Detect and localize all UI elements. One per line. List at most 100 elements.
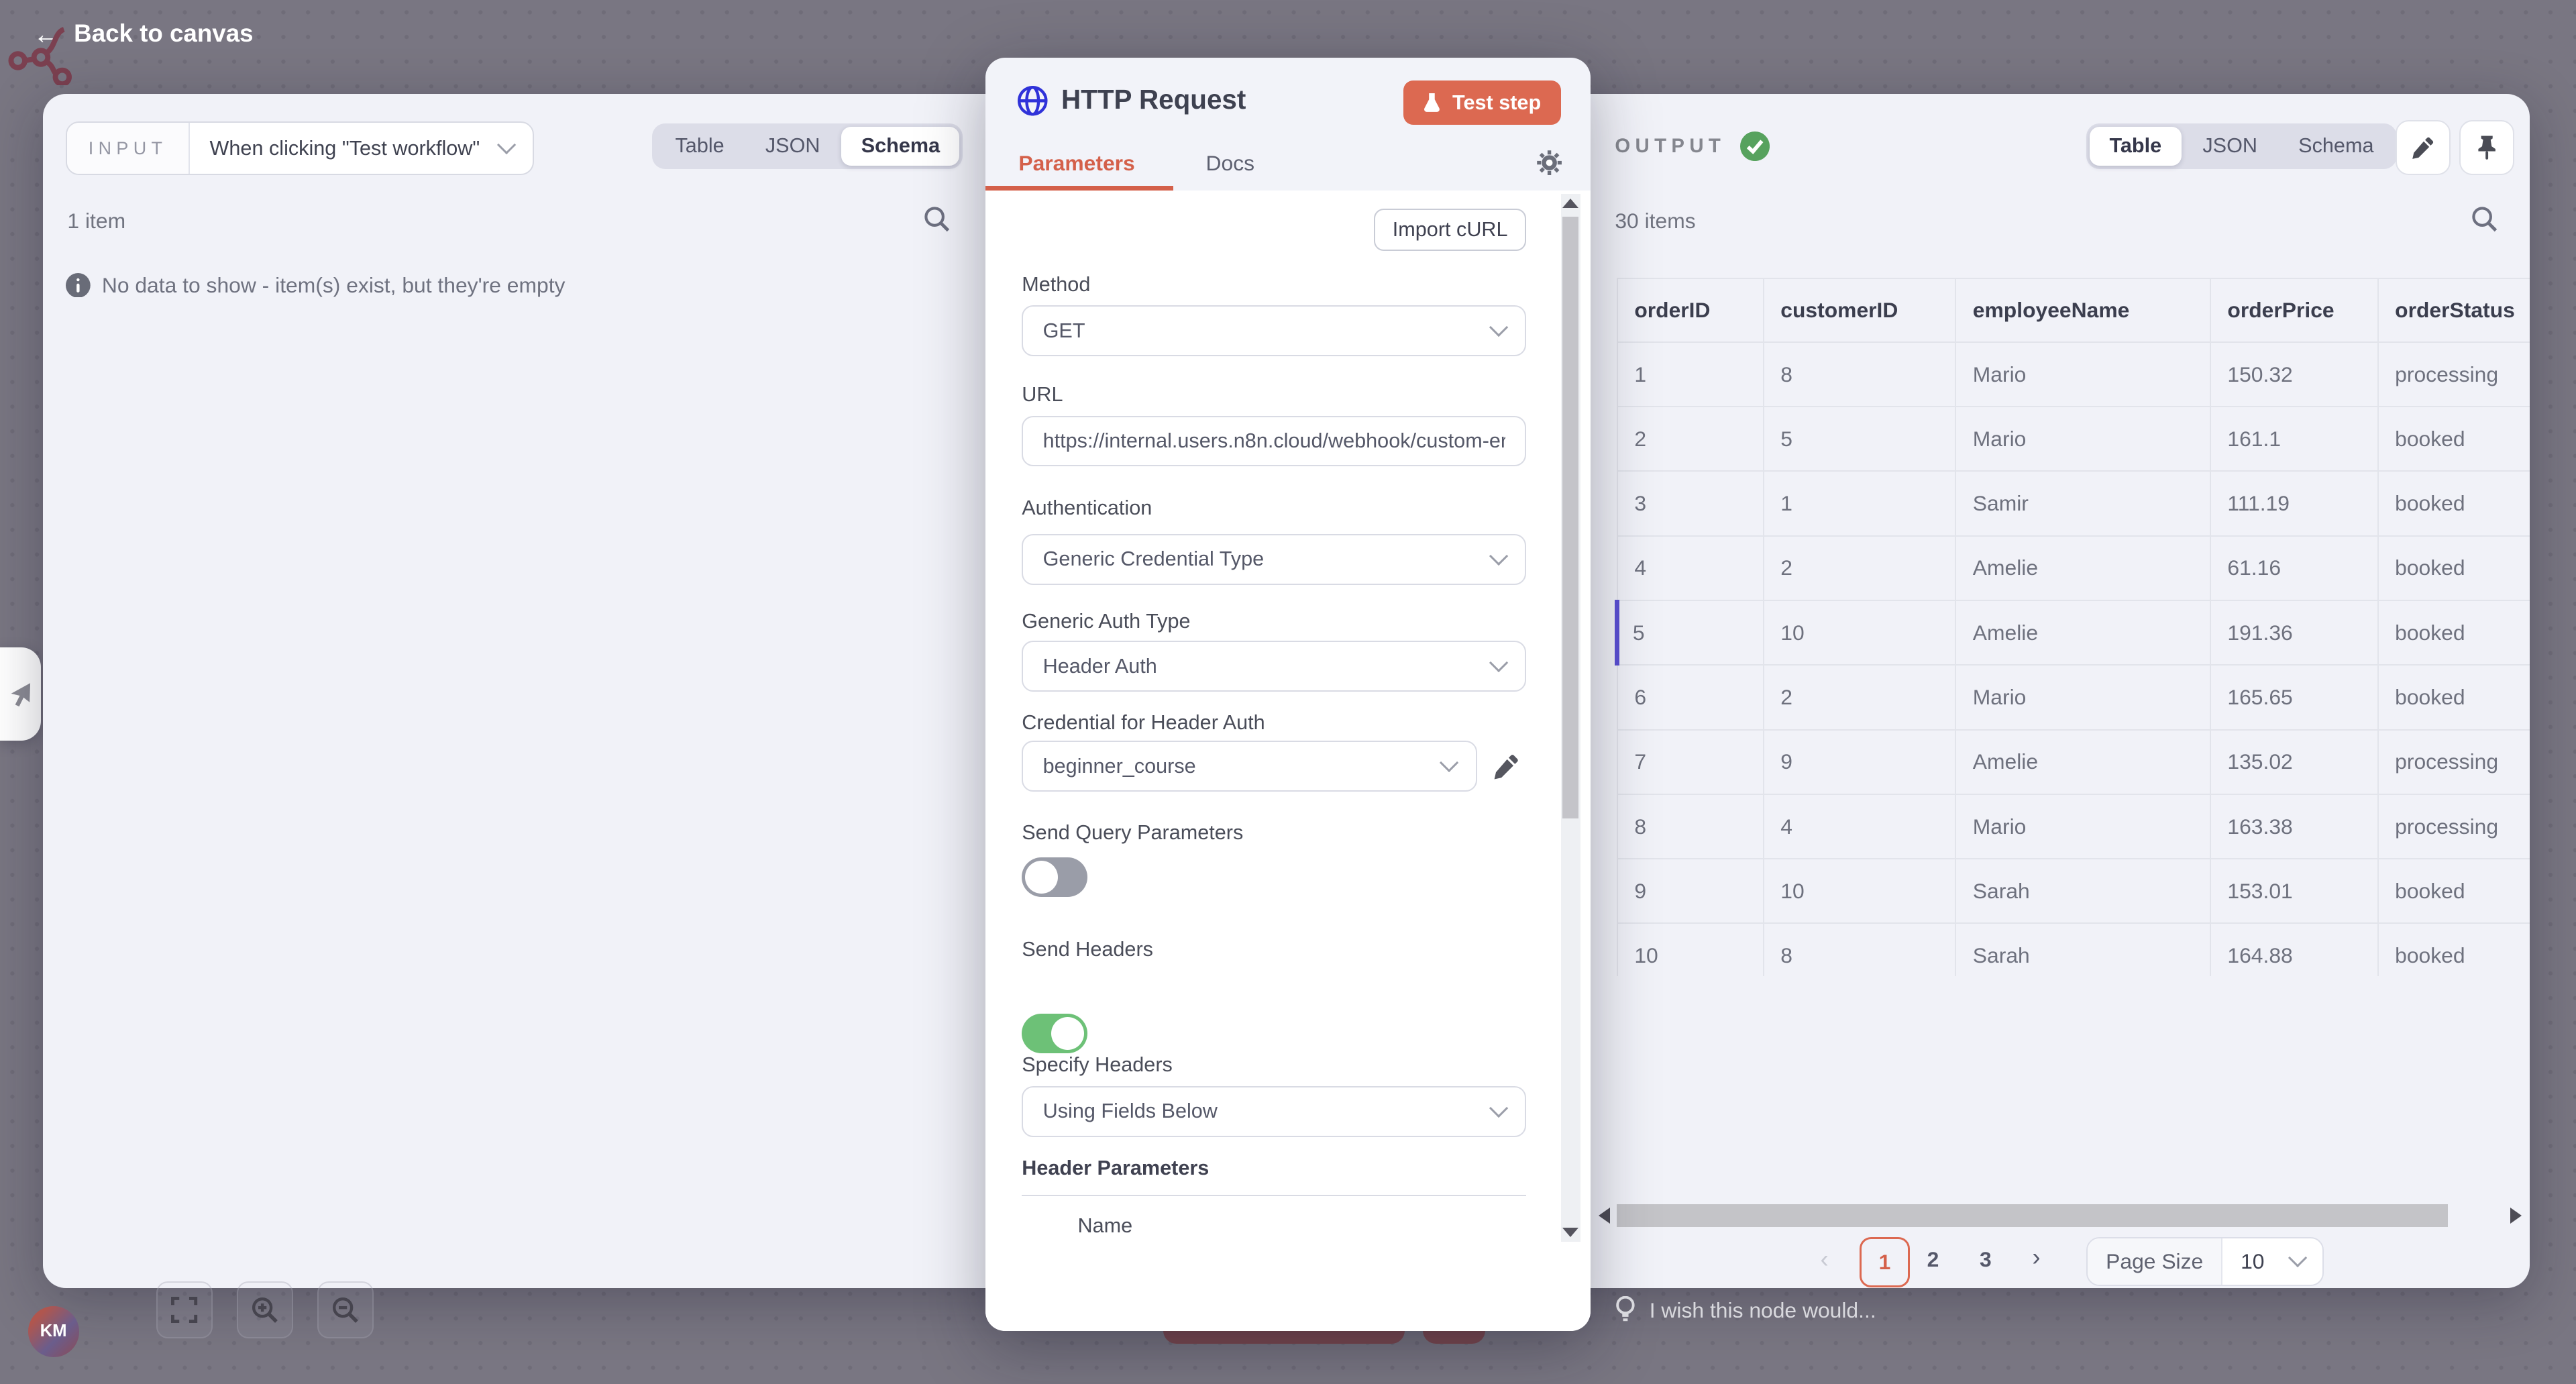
page-size-label: Page Size [2088,1238,2223,1285]
table-cell: 2 [1616,406,1764,472]
fit-view-button[interactable] [156,1281,213,1339]
output-tab-schema[interactable]: Schema [2298,134,2374,158]
generic-auth-type-select[interactable]: Header Auth [1022,641,1527,692]
active-tab-underline [985,185,1173,191]
table-cell: 6 [1616,664,1764,731]
cursor-tool-tab[interactable] [0,647,42,741]
method-select[interactable]: GET [1022,305,1527,357]
edit-credential-pencil-icon[interactable] [1492,753,1520,781]
table-cell: 8 [1762,922,1957,976]
horizontal-scrollbar-thumb[interactable] [1616,1204,2448,1228]
table-cell: processing [2377,793,2530,860]
test-step-button[interactable]: Test step [1403,80,1561,125]
zoom-in-icon [252,1297,278,1323]
pagination-next-button[interactable]: › [2032,1243,2041,1271]
table-row[interactable]: 4 2 Amelie 61.16 booked [1616,535,2530,602]
table-row[interactable]: 10 8 Sarah 164.88 booked [1616,922,2530,976]
table-cell: Mario [1955,406,2211,472]
output-items-count: 30 items [1615,209,1696,233]
chevron-down-icon [1489,546,1508,566]
table-cell: 4 [1762,793,1957,860]
input-items-count: 1 item [67,209,126,233]
vertical-scrollbar[interactable] [1560,193,1580,1242]
pin-data-button[interactable] [2459,119,2515,176]
authentication-select[interactable]: Generic Credential Type [1022,533,1527,585]
table-column-header[interactable]: customerID [1762,277,1957,343]
scroll-down-arrow[interactable] [1562,1228,1578,1237]
specify-headers-select[interactable]: Using Fields Below [1022,1085,1527,1137]
node-feedback-text: I wish this node would... [1649,1297,1876,1322]
table-column-header[interactable]: orderStatus [2377,277,2530,343]
page-size-select[interactable]: 10 [2222,1248,2322,1274]
zoom-out-button[interactable] [317,1281,374,1339]
pagination-page-1[interactable]: 1 [1860,1237,1910,1287]
table-column-header[interactable]: orderID [1616,277,1764,343]
table-cell: 165.65 [2209,664,2379,731]
page-size-control[interactable]: Page Size 10 [2086,1237,2324,1286]
table-row[interactable]: 1 8 Mario 150.32 processing [1616,341,2530,408]
table-cell: 135.02 [2209,729,2379,795]
avatar[interactable]: KM [28,1306,79,1357]
input-empty-state: No data to show - item(s) exist, but the… [65,273,565,298]
table-row[interactable]: 5 10 Amelie 191.36 booked [1615,600,2530,666]
globe-icon [1017,86,1048,116]
table-cell: booked [2377,470,2530,537]
table-cell: 2 [1762,535,1957,602]
table-column-header[interactable]: orderPrice [2209,277,2379,343]
table-cell: booked [2377,406,2530,472]
vertical-scrollbar-thumb[interactable] [1562,217,1579,818]
output-table-container: orderID customerID employeeName orderPrice o… [1615,277,2530,976]
input-tab-json[interactable]: JSON [765,134,820,158]
output-search-icon[interactable] [2471,205,2499,233]
scroll-up-arrow[interactable] [1562,199,1578,209]
generic-auth-type-label: Generic Auth Type [1022,609,1191,633]
gear-icon[interactable] [1536,150,1562,176]
table-row[interactable]: 6 2 Mario 165.65 booked [1616,664,2530,731]
pagination-page-3[interactable]: 3 [1980,1246,1992,1271]
send-query-parameters-toggle[interactable] [1022,857,1088,898]
input-tab-table[interactable]: Table [675,134,724,158]
url-input[interactable]: https://internal.users.n8n.cloud/webhook… [1022,415,1527,467]
hscroll-right-arrow[interactable] [2510,1207,2522,1224]
tab-parameters[interactable]: Parameters [1018,151,1135,176]
table-cell: Mario [1955,664,2211,731]
table-cell: booked [2377,922,2530,976]
table-row[interactable]: 7 9 Amelie 135.02 processing [1616,729,2530,795]
output-panel-label: OUTPUT [1615,134,1726,157]
import-curl-button[interactable]: Import cURL [1374,209,1527,251]
edit-output-button[interactable] [2395,119,2451,176]
node-feedback-link[interactable]: I wish this node would... [1615,1296,1876,1324]
tab-docs[interactable]: Docs [1205,151,1255,176]
lightbulb-icon [1616,1296,1635,1322]
chevron-down-icon [2288,1248,2307,1268]
chevron-down-icon [1489,318,1508,337]
http-request-node-panel: HTTP Request Test step Parameters Docs [985,57,1591,1331]
table-row[interactable]: 9 10 Sarah 153.01 booked [1616,858,2530,924]
table-cell: 191.36 [2209,600,2379,666]
input-source-value[interactable]: When clicking "Test workflow" [190,123,533,174]
table-column-header[interactable]: employeeName [1955,277,2211,343]
input-tab-schema[interactable]: Schema [841,126,960,166]
input-search-icon[interactable] [923,205,951,233]
table-cell: 163.38 [2209,793,2379,860]
pagination-page-2[interactable]: 2 [1927,1246,1939,1271]
table-cell: 5 [1615,600,1764,666]
table-cell: Amelie [1955,729,2211,795]
table-row[interactable]: 3 1 Samir 111.19 booked [1616,470,2530,537]
credential-select[interactable]: beginner_course [1022,741,1477,792]
back-to-canvas-label: Back to canvas [74,19,254,48]
table-cell: processing [2377,341,2530,408]
send-headers-toggle[interactable] [1022,1013,1088,1053]
table-cell: 153.01 [2209,858,2379,924]
table-cell: 7 [1616,729,1764,795]
output-tab-json[interactable]: JSON [2202,134,2257,158]
hscroll-left-arrow[interactable] [1598,1207,1610,1224]
zoom-in-button[interactable] [236,1281,294,1339]
input-panel-label: INPUT [66,123,191,174]
pagination-prev-button[interactable]: ‹ [1820,1244,1829,1273]
input-source-selector[interactable]: INPUT When clicking "Test workflow" [65,121,535,176]
table-row[interactable]: 8 4 Mario 163.38 processing [1616,793,2530,860]
output-tab-table[interactable]: Table [2090,126,2182,166]
table-row[interactable]: 2 5 Mario 161.1 booked [1616,406,2530,472]
